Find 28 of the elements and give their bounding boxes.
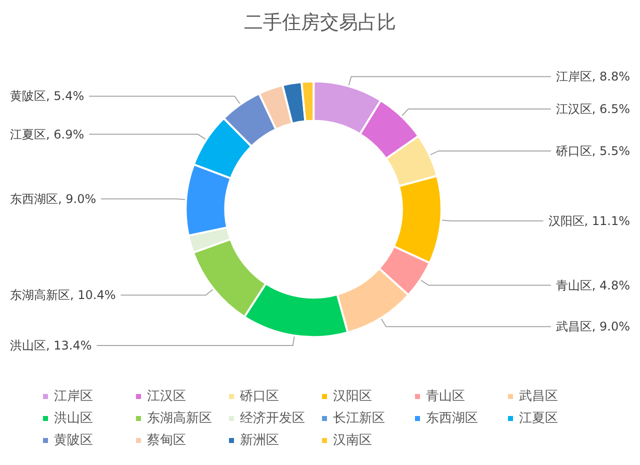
data-label: 江汉区, 6.5%	[556, 102, 630, 116]
legend-label: 经济开发区	[240, 411, 305, 426]
data-label: 黄陂区, 5.4%	[10, 89, 84, 104]
data-label: 东西湖区, 9.0%	[10, 192, 96, 206]
data-label: 武昌区, 9.0%	[556, 320, 630, 334]
legend-label: 新洲区	[240, 433, 279, 448]
legend-label: 黄陂区	[54, 433, 93, 448]
data-label: 青山区, 4.8%	[556, 278, 630, 292]
legend-label: 青山区	[426, 389, 465, 404]
data-label: 江夏区, 6.9%	[10, 127, 84, 142]
legend-label: 汉阳区	[333, 389, 372, 404]
legend-label: 蔡甸区	[147, 433, 186, 448]
data-label: 东湖高新区, 10.4%	[10, 288, 116, 302]
data-label: 硚口区, 5.5%	[554, 144, 630, 158]
legend-label: 洪山区	[54, 411, 93, 426]
chart-title: 二手住房交易占比	[244, 12, 396, 34]
legend-label: 长江新区	[333, 411, 385, 426]
legend-label: 东西湖区	[426, 411, 478, 426]
legend-label: 江夏区	[519, 411, 558, 426]
data-label: 江岸区, 8.8%	[556, 70, 630, 84]
legend-label: 江汉区	[147, 389, 186, 404]
data-label: 洪山区, 13.4%	[10, 338, 92, 353]
legend-label: 江岸区	[54, 389, 93, 404]
legend-label: 硚口区	[239, 389, 279, 404]
legend-label: 东湖高新区	[147, 410, 212, 426]
legend-label: 汉南区	[333, 433, 372, 448]
legend-label: 武昌区	[519, 389, 558, 404]
data-label: 汉阳区, 11.1%	[548, 214, 630, 228]
